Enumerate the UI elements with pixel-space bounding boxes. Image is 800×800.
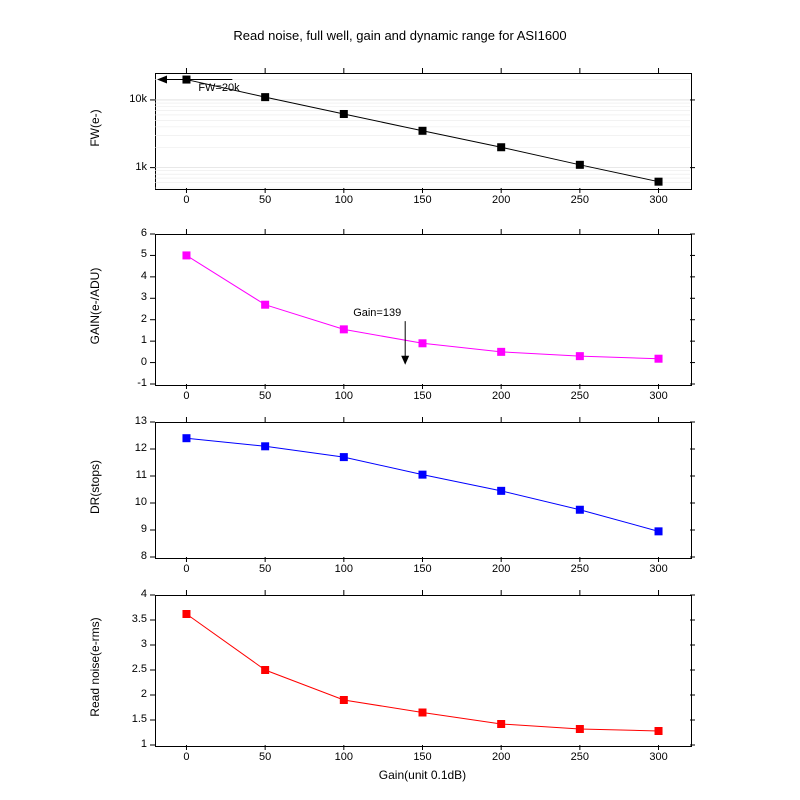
xtick-label: 150 <box>403 751 443 763</box>
xtick-label: 250 <box>560 563 600 575</box>
annot-gain: Gain=139 <box>353 307 401 319</box>
xtick-label: 50 <box>245 194 285 206</box>
xtick-label: 100 <box>324 563 364 575</box>
xtick-label: 200 <box>481 563 521 575</box>
xtick-label: 250 <box>560 194 600 206</box>
ytick-label: 2 <box>115 313 147 325</box>
xtick-label: 250 <box>560 751 600 763</box>
ytick-label: 11 <box>115 469 147 481</box>
y-axis-label: GAIN(e-/ADU) <box>88 246 102 366</box>
ytick-label: 5 <box>115 248 147 260</box>
xtick-label: 300 <box>639 563 679 575</box>
ytick-label: 6 <box>115 227 147 239</box>
xtick-label: 200 <box>481 751 521 763</box>
xtick-label: 0 <box>166 390 206 402</box>
xtick-label: 100 <box>324 194 364 206</box>
ytick-label: 1k <box>115 161 147 173</box>
xtick-label: 0 <box>166 751 206 763</box>
y-axis-label: DR(stops) <box>88 427 102 547</box>
xtick-label: 300 <box>639 751 679 763</box>
ytick-label: 4 <box>115 588 147 600</box>
xtick-label: 300 <box>639 194 679 206</box>
xtick-label: 150 <box>403 563 443 575</box>
xtick-label: 300 <box>639 390 679 402</box>
ytick-label: 1 <box>115 738 147 750</box>
ytick-label: 1 <box>115 334 147 346</box>
xtick-label: 0 <box>166 563 206 575</box>
xtick-label: 150 <box>403 390 443 402</box>
ytick-label: 9 <box>115 523 147 535</box>
ytick-label: 10k <box>115 93 147 105</box>
ytick-label: 13 <box>115 415 147 427</box>
ytick-label: 12 <box>115 442 147 454</box>
ytick-label: 1.5 <box>115 713 147 725</box>
ytick-label: 3 <box>115 291 147 303</box>
x-axis-label: Gain(unit 0.1dB) <box>155 768 690 782</box>
ytick-label: 8 <box>115 550 147 562</box>
xtick-label: 0 <box>166 194 206 206</box>
annot-fw: FW=20k <box>198 82 239 94</box>
xtick-label: 50 <box>245 751 285 763</box>
xtick-label: 200 <box>481 194 521 206</box>
ytick-label: 3.5 <box>115 613 147 625</box>
y-axis-label: FW(e-) <box>88 68 102 188</box>
ytick-label: 10 <box>115 496 147 508</box>
ytick-label: 2 <box>115 688 147 700</box>
ytick-label: 3 <box>115 638 147 650</box>
xtick-label: 200 <box>481 390 521 402</box>
ytick-label: 4 <box>115 270 147 282</box>
ytick-label: 2.5 <box>115 663 147 675</box>
ytick-label: -1 <box>115 377 147 389</box>
xtick-label: 250 <box>560 390 600 402</box>
y-axis-label: Read noise(e-rms) <box>88 607 102 727</box>
xtick-label: 100 <box>324 751 364 763</box>
xtick-label: 50 <box>245 390 285 402</box>
xtick-label: 50 <box>245 563 285 575</box>
ytick-label: 0 <box>115 356 147 368</box>
xtick-label: 150 <box>403 194 443 206</box>
plot-svg <box>0 0 800 800</box>
xtick-label: 100 <box>324 390 364 402</box>
